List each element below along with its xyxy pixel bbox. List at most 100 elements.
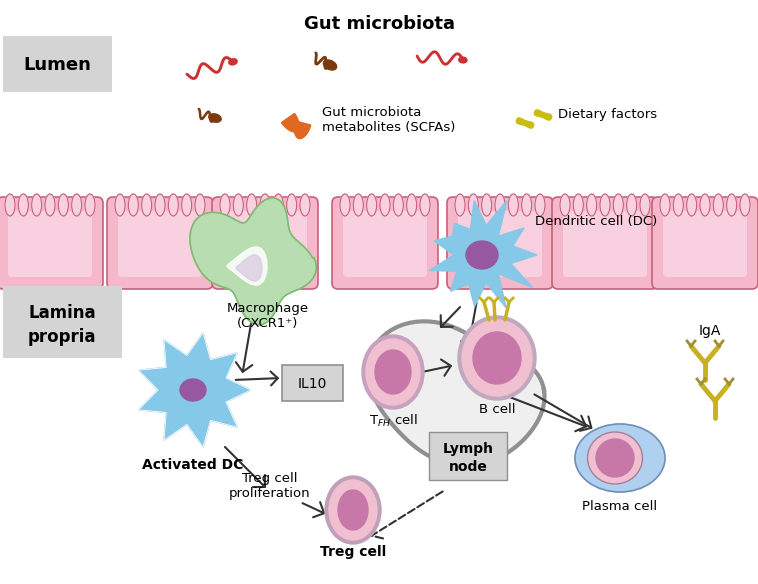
Ellipse shape [195,194,205,216]
FancyBboxPatch shape [343,211,427,277]
Text: Lumen: Lumen [23,56,91,74]
Ellipse shape [367,194,377,216]
Ellipse shape [115,194,125,216]
Ellipse shape [468,194,478,216]
Ellipse shape [58,194,68,216]
Ellipse shape [458,316,536,400]
Ellipse shape [375,350,411,394]
Ellipse shape [142,194,152,216]
Ellipse shape [587,432,643,484]
Polygon shape [190,198,316,325]
Ellipse shape [575,424,665,492]
Text: Treg cell
proliferation: Treg cell proliferation [229,472,311,500]
Text: T$_{FH}$ cell: T$_{FH}$ cell [368,413,418,429]
Ellipse shape [229,59,237,65]
Ellipse shape [587,194,597,216]
FancyBboxPatch shape [107,197,213,289]
FancyBboxPatch shape [663,211,747,277]
Ellipse shape [660,194,670,216]
Text: IgA: IgA [699,324,721,338]
Ellipse shape [455,194,465,216]
Ellipse shape [495,194,505,216]
Ellipse shape [32,194,42,216]
Text: Lymph
node: Lymph node [443,442,493,474]
Text: Lamina
propria: Lamina propria [28,304,96,346]
FancyBboxPatch shape [223,211,307,277]
FancyBboxPatch shape [0,197,103,289]
Ellipse shape [727,194,737,216]
Ellipse shape [613,194,623,216]
Polygon shape [534,110,552,120]
Text: IL10: IL10 [297,377,327,391]
Ellipse shape [640,194,650,216]
Ellipse shape [509,194,518,216]
Ellipse shape [522,194,531,216]
FancyBboxPatch shape [3,36,112,92]
Polygon shape [429,200,537,308]
Ellipse shape [353,194,363,216]
Ellipse shape [713,194,723,216]
FancyBboxPatch shape [429,432,507,480]
Text: Dendritic cell (DC): Dendritic cell (DC) [535,215,657,228]
Text: Gut microbiota: Gut microbiota [303,15,455,33]
Ellipse shape [573,194,584,216]
Ellipse shape [459,57,467,63]
Ellipse shape [596,439,634,477]
Text: Macrophage
(CXCR1⁺): Macrophage (CXCR1⁺) [227,302,309,330]
Ellipse shape [260,194,270,216]
Ellipse shape [325,476,381,544]
Ellipse shape [300,194,310,216]
Ellipse shape [168,194,178,216]
Ellipse shape [18,194,28,216]
Ellipse shape [340,194,350,216]
Text: Dietary factors: Dietary factors [558,108,657,121]
Ellipse shape [560,194,570,216]
Polygon shape [236,255,262,281]
Ellipse shape [155,194,165,216]
FancyBboxPatch shape [447,197,553,289]
FancyBboxPatch shape [118,211,202,277]
Polygon shape [368,321,544,465]
Ellipse shape [180,379,206,401]
Text: Plasma cell: Plasma cell [582,500,657,513]
Ellipse shape [128,194,138,216]
Polygon shape [294,121,311,138]
FancyBboxPatch shape [332,197,438,289]
Ellipse shape [393,194,403,216]
FancyBboxPatch shape [282,365,343,401]
Ellipse shape [287,194,296,216]
Ellipse shape [246,194,257,216]
Ellipse shape [380,194,390,216]
Ellipse shape [274,194,283,216]
Ellipse shape [324,60,337,70]
FancyBboxPatch shape [552,197,658,289]
Polygon shape [281,113,299,132]
Ellipse shape [182,194,192,216]
Ellipse shape [329,480,377,540]
Ellipse shape [627,194,637,216]
Ellipse shape [481,194,492,216]
Ellipse shape [673,194,683,216]
Text: B cell: B cell [479,403,515,416]
Ellipse shape [535,194,545,216]
Ellipse shape [420,194,430,216]
Ellipse shape [406,194,417,216]
Ellipse shape [600,194,610,216]
Polygon shape [516,118,534,128]
FancyBboxPatch shape [563,211,647,277]
FancyBboxPatch shape [458,211,542,277]
Polygon shape [227,247,267,285]
Ellipse shape [85,194,95,216]
FancyBboxPatch shape [212,197,318,289]
Text: Gut microbiota
metabolites (SCFAs): Gut microbiota metabolites (SCFAs) [322,106,456,134]
Ellipse shape [366,339,420,405]
Ellipse shape [72,194,82,216]
Ellipse shape [338,490,368,530]
Ellipse shape [362,335,424,409]
FancyBboxPatch shape [3,286,122,358]
Text: Activated DC: Activated DC [143,458,243,472]
Ellipse shape [700,194,710,216]
Ellipse shape [687,194,697,216]
Ellipse shape [233,194,243,216]
Ellipse shape [220,194,230,216]
